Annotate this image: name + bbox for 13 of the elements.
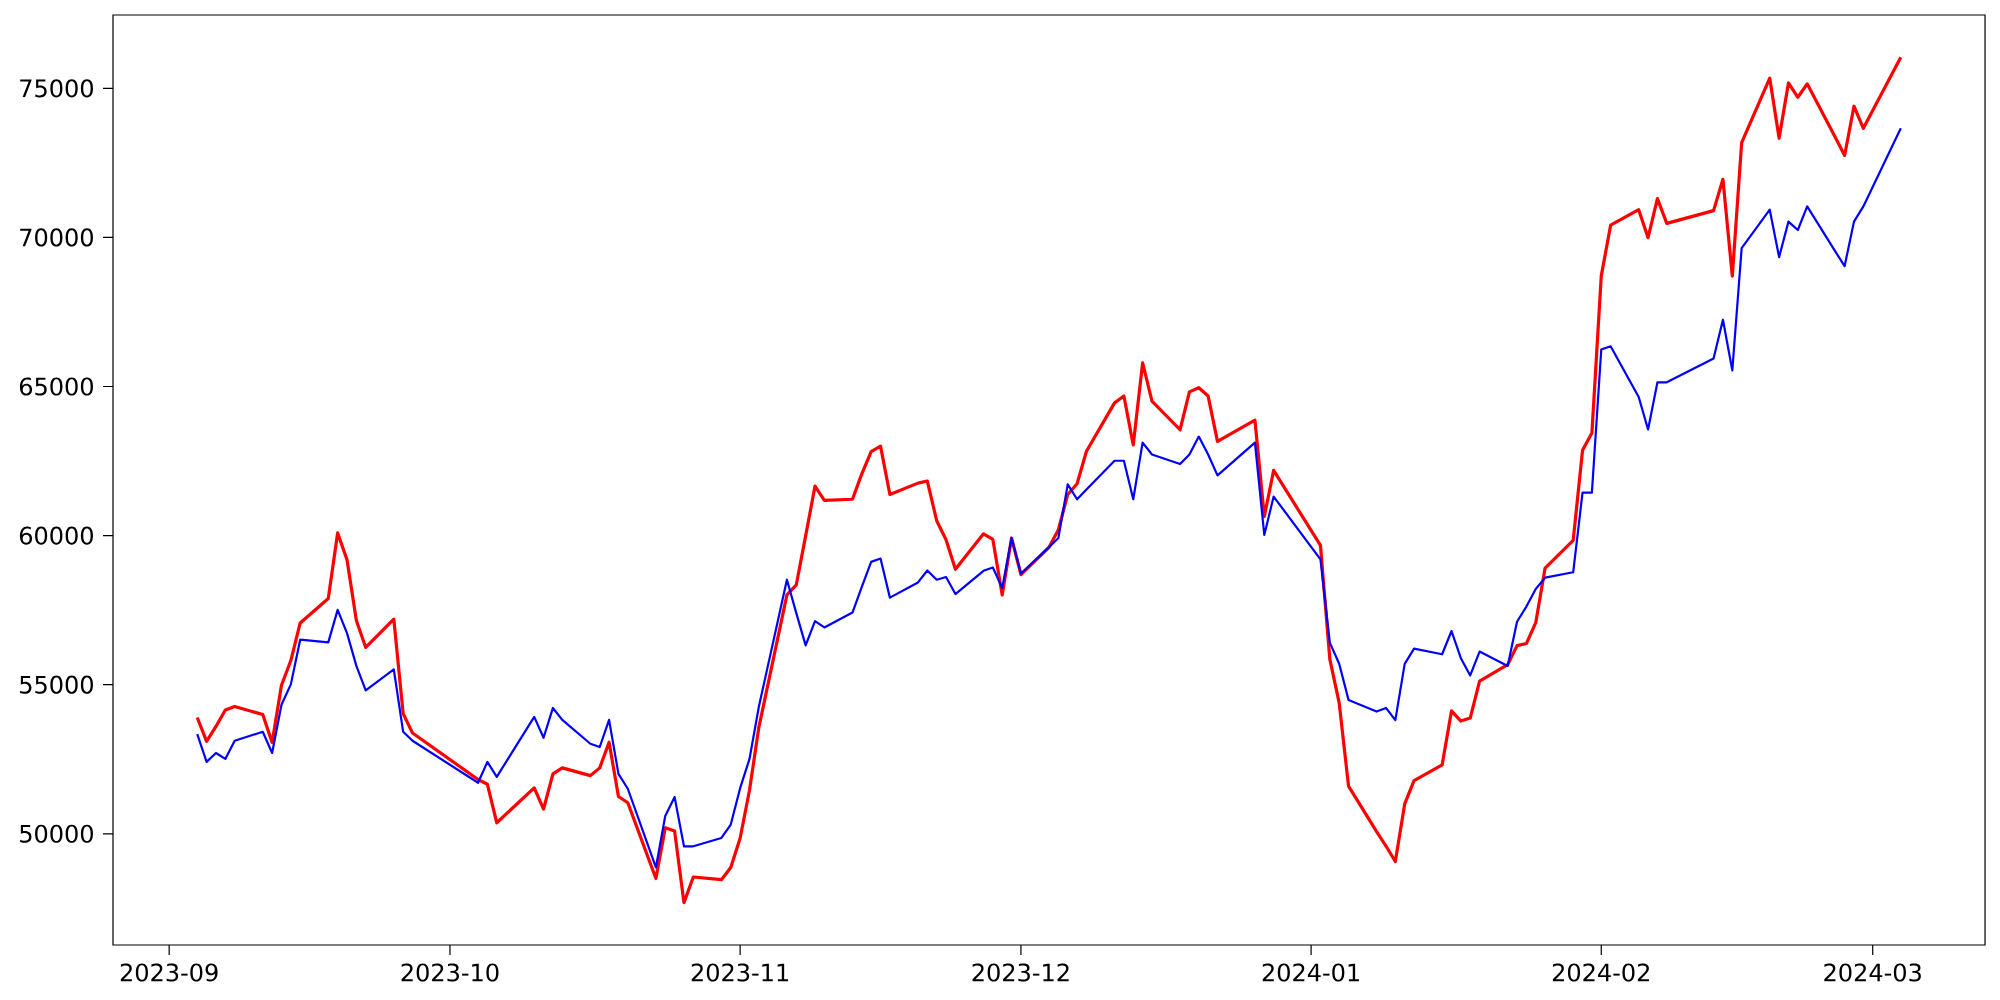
y-tick-label: 50000 [20,824,93,843]
y-tick-label: 60000 [19,526,93,545]
x-tick-label: 2023-12 [972,963,1069,982]
x-tick-label: 2023-11 [691,963,789,982]
y-tick-label: 75000 [20,79,93,98]
x-tick-label: 2024-03 [1824,963,1921,982]
y-tick-label: 65000 [19,377,93,396]
x-tick-label: 2023-10 [401,963,499,982]
x-tick-label: 2024-02 [1552,963,1649,982]
y-tick-label: 70000 [20,228,93,247]
x-tick-label: 2024-01 [1262,963,1359,982]
x-tick-label: 2023-09 [120,963,218,982]
y-tick-label: 55000 [20,675,93,694]
